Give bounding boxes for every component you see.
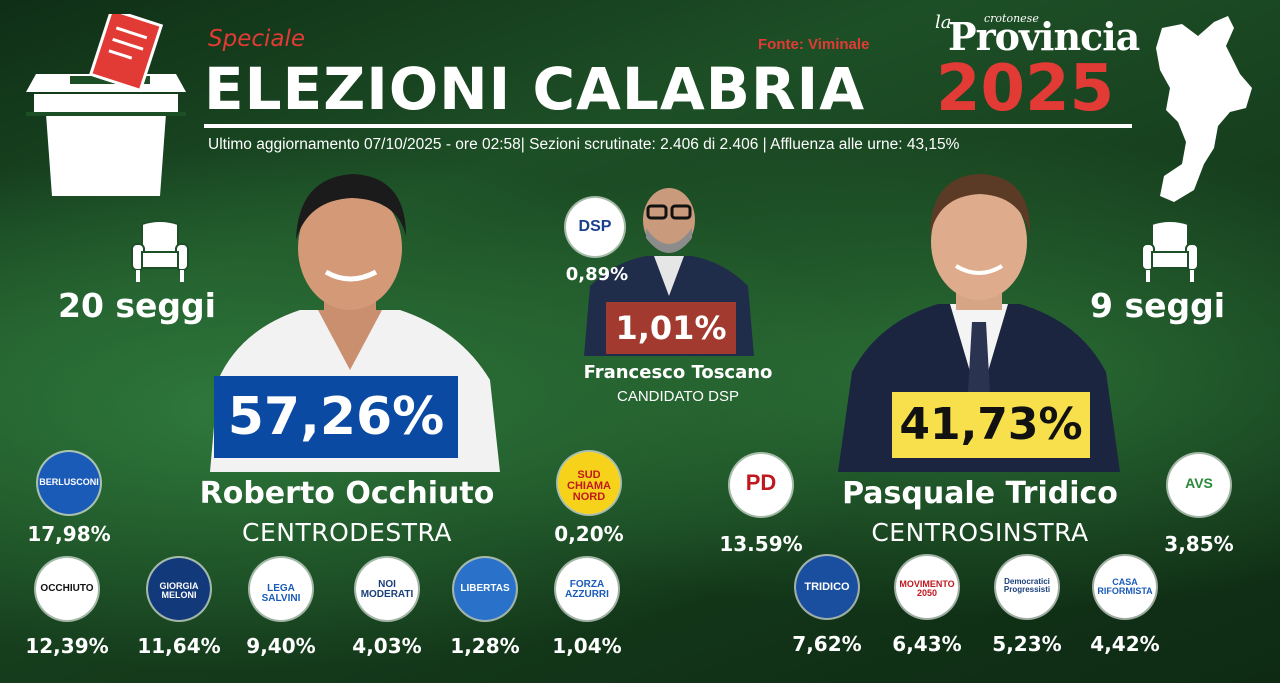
party-logo-label: LEGA SALVINI (261, 583, 301, 604)
speciale-label: Speciale (208, 26, 306, 52)
party-logo-sud-chiama-nord: SUD CHIAMA NORD (558, 452, 620, 514)
party-percent: 7,62% (792, 632, 862, 656)
party-logo-pd: PD (730, 454, 792, 516)
toscano-name: Francesco Toscano (583, 362, 773, 383)
page-title: ELEZIONI CALABRIA (204, 55, 866, 123)
party-logo-label: OCCHIUTO (40, 583, 94, 594)
title-year: 2025 (936, 52, 1115, 126)
party-logo-noi-moderati: NOI MODERATI (356, 558, 418, 620)
party-logo-label: GIORGIA MELONI (159, 581, 199, 600)
party-logo-fratelli-italia: GIORGIA MELONI (148, 558, 210, 620)
party-logo-occhiuto-presidente: OCCHIUTO (36, 558, 98, 620)
party-percent: 11,64% (137, 634, 221, 658)
dsp-party-percent: 0,89% (565, 264, 629, 285)
occhiuto-coalition: CENTRODESTRA (242, 518, 452, 547)
logo-subtitle: crotonese (984, 12, 1039, 25)
party-logo-label: MOVIMENTO 2050 (899, 579, 955, 598)
party-percent: 6,43% (892, 632, 962, 656)
occhiuto-percent: 57,26% (214, 376, 458, 458)
party-percent: 4,42% (1090, 632, 1160, 656)
toscano-percent: 1,01% (606, 302, 736, 354)
party-logo-label: PD (745, 470, 777, 495)
party-logo-label: AVS (1185, 475, 1213, 491)
update-info: Ultimo aggiornamento 07/10/2025 - ore 02… (208, 136, 960, 153)
party-logo-label: SUD CHIAMA NORD (567, 469, 611, 503)
party-logo-bg: LIBERTAS (454, 558, 516, 620)
party-logo-bg: GIORGIA MELONI (148, 558, 210, 620)
party-logo-tridico-presidente: TRIDICO (796, 556, 858, 618)
party-logo-label: Democratici Progressisti (1003, 577, 1051, 594)
armchair-icon (131, 220, 189, 282)
party-logo-avs: AVS (1168, 454, 1230, 516)
party-logo-label: TRIDICO (804, 581, 850, 593)
party-percent: 9,40% (246, 634, 316, 658)
party-logo-dsp: DSP (566, 198, 624, 256)
logo-main: Provincia (948, 14, 1140, 59)
party-logo-label: FORZA AZZURRI (565, 579, 609, 600)
party-logo-democratici-progressisti: Democratici Progressisti (996, 556, 1058, 618)
party-percent: 3,85% (1164, 532, 1234, 556)
party-logo-bg: TRIDICO (796, 556, 858, 618)
party-logo-label: NOI MODERATI (360, 579, 414, 600)
occhiuto-seats: 20 seggi (58, 286, 216, 325)
tridico-percent: 41,73% (892, 392, 1090, 458)
tridico-name: Pasquale Tridico (842, 476, 1118, 511)
occhiuto-name: Roberto Occhiuto (199, 476, 495, 511)
party-percent: 5,23% (992, 632, 1062, 656)
party-percent: 4,03% (352, 634, 422, 658)
party-logo-casa-riformista: CASA RIFORMISTA (1094, 556, 1156, 618)
party-logo-udc: LIBERTAS (454, 558, 516, 620)
ballot-box-icon (26, 14, 186, 196)
party-logo-bg: BERLUSCONI (38, 452, 100, 514)
party-percent: 13.59% (719, 532, 803, 556)
party-percent: 0,20% (554, 522, 624, 546)
calabria-map-icon (1156, 16, 1252, 202)
party-percent: 17,98% (27, 522, 111, 546)
title-underline (204, 124, 1132, 128)
party-logo-label: BERLUSCONI (39, 477, 99, 487)
toscano-coalition: CANDIDATO DSP (617, 388, 739, 405)
tridico-seats: 9 seggi (1090, 286, 1226, 325)
party-logo-lega: LEGA SALVINI (250, 558, 312, 620)
party-logo-bg: SUD CHIAMA NORD (558, 452, 620, 514)
party-percent: 1,28% (450, 634, 520, 658)
party-logo-label: LIBERTAS (460, 583, 510, 594)
logo-prefix: la (935, 12, 952, 33)
party-logo-movimento-2050: MOVIMENTO 2050 (896, 556, 958, 618)
party-logo-forza-azzurri: FORZA AZZURRI (556, 558, 618, 620)
party-percent: 12,39% (25, 634, 109, 658)
armchair-icon (1141, 220, 1199, 282)
tridico-coalition: CENTROSINSTRA (871, 518, 1089, 547)
party-logo-forza-italia: BERLUSCONI (38, 452, 100, 514)
party-logo-label: CASA RIFORMISTA (1097, 577, 1153, 596)
source-label: Fonte: Viminale (758, 36, 870, 53)
party-logo-label: DSP (578, 218, 612, 235)
party-percent: 1,04% (552, 634, 622, 658)
